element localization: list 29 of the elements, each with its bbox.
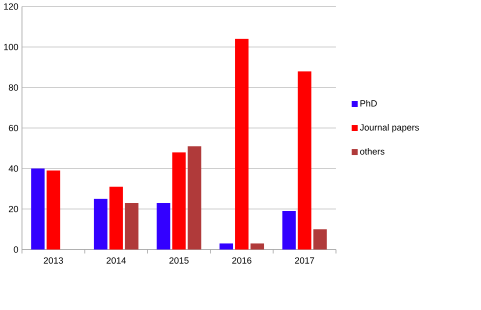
x-tick-label: 2015 xyxy=(169,257,189,264)
bar xyxy=(172,152,186,250)
bar xyxy=(46,170,60,250)
y-tick-label: 120 xyxy=(4,3,18,10)
x-tick-label: 2017 xyxy=(295,257,314,264)
y-tick-label: 100 xyxy=(4,44,18,50)
bar xyxy=(94,198,108,250)
bar xyxy=(124,202,138,250)
bar xyxy=(156,202,170,250)
y-tick-label: 80 xyxy=(8,84,18,91)
bar xyxy=(31,168,45,250)
y-tick-label: 0 xyxy=(14,246,18,253)
y-tick-label: 40 xyxy=(8,165,18,172)
bar xyxy=(235,38,249,250)
legend-label: PhD xyxy=(360,100,377,106)
x-tick-label: 2014 xyxy=(106,257,126,264)
bar xyxy=(298,71,312,250)
bar xyxy=(109,186,123,250)
bar xyxy=(220,243,234,250)
bar xyxy=(188,146,202,250)
y-tick-label: 60 xyxy=(8,124,18,132)
y-tick-label: 20 xyxy=(8,206,18,212)
legend-label: Journal papers xyxy=(360,124,419,132)
bar xyxy=(282,210,296,250)
legend-label: others xyxy=(360,148,384,155)
x-tick-label: 2016 xyxy=(232,257,252,264)
x-tick-label: 2013 xyxy=(44,257,63,264)
bar xyxy=(313,229,327,250)
bar xyxy=(250,243,264,250)
